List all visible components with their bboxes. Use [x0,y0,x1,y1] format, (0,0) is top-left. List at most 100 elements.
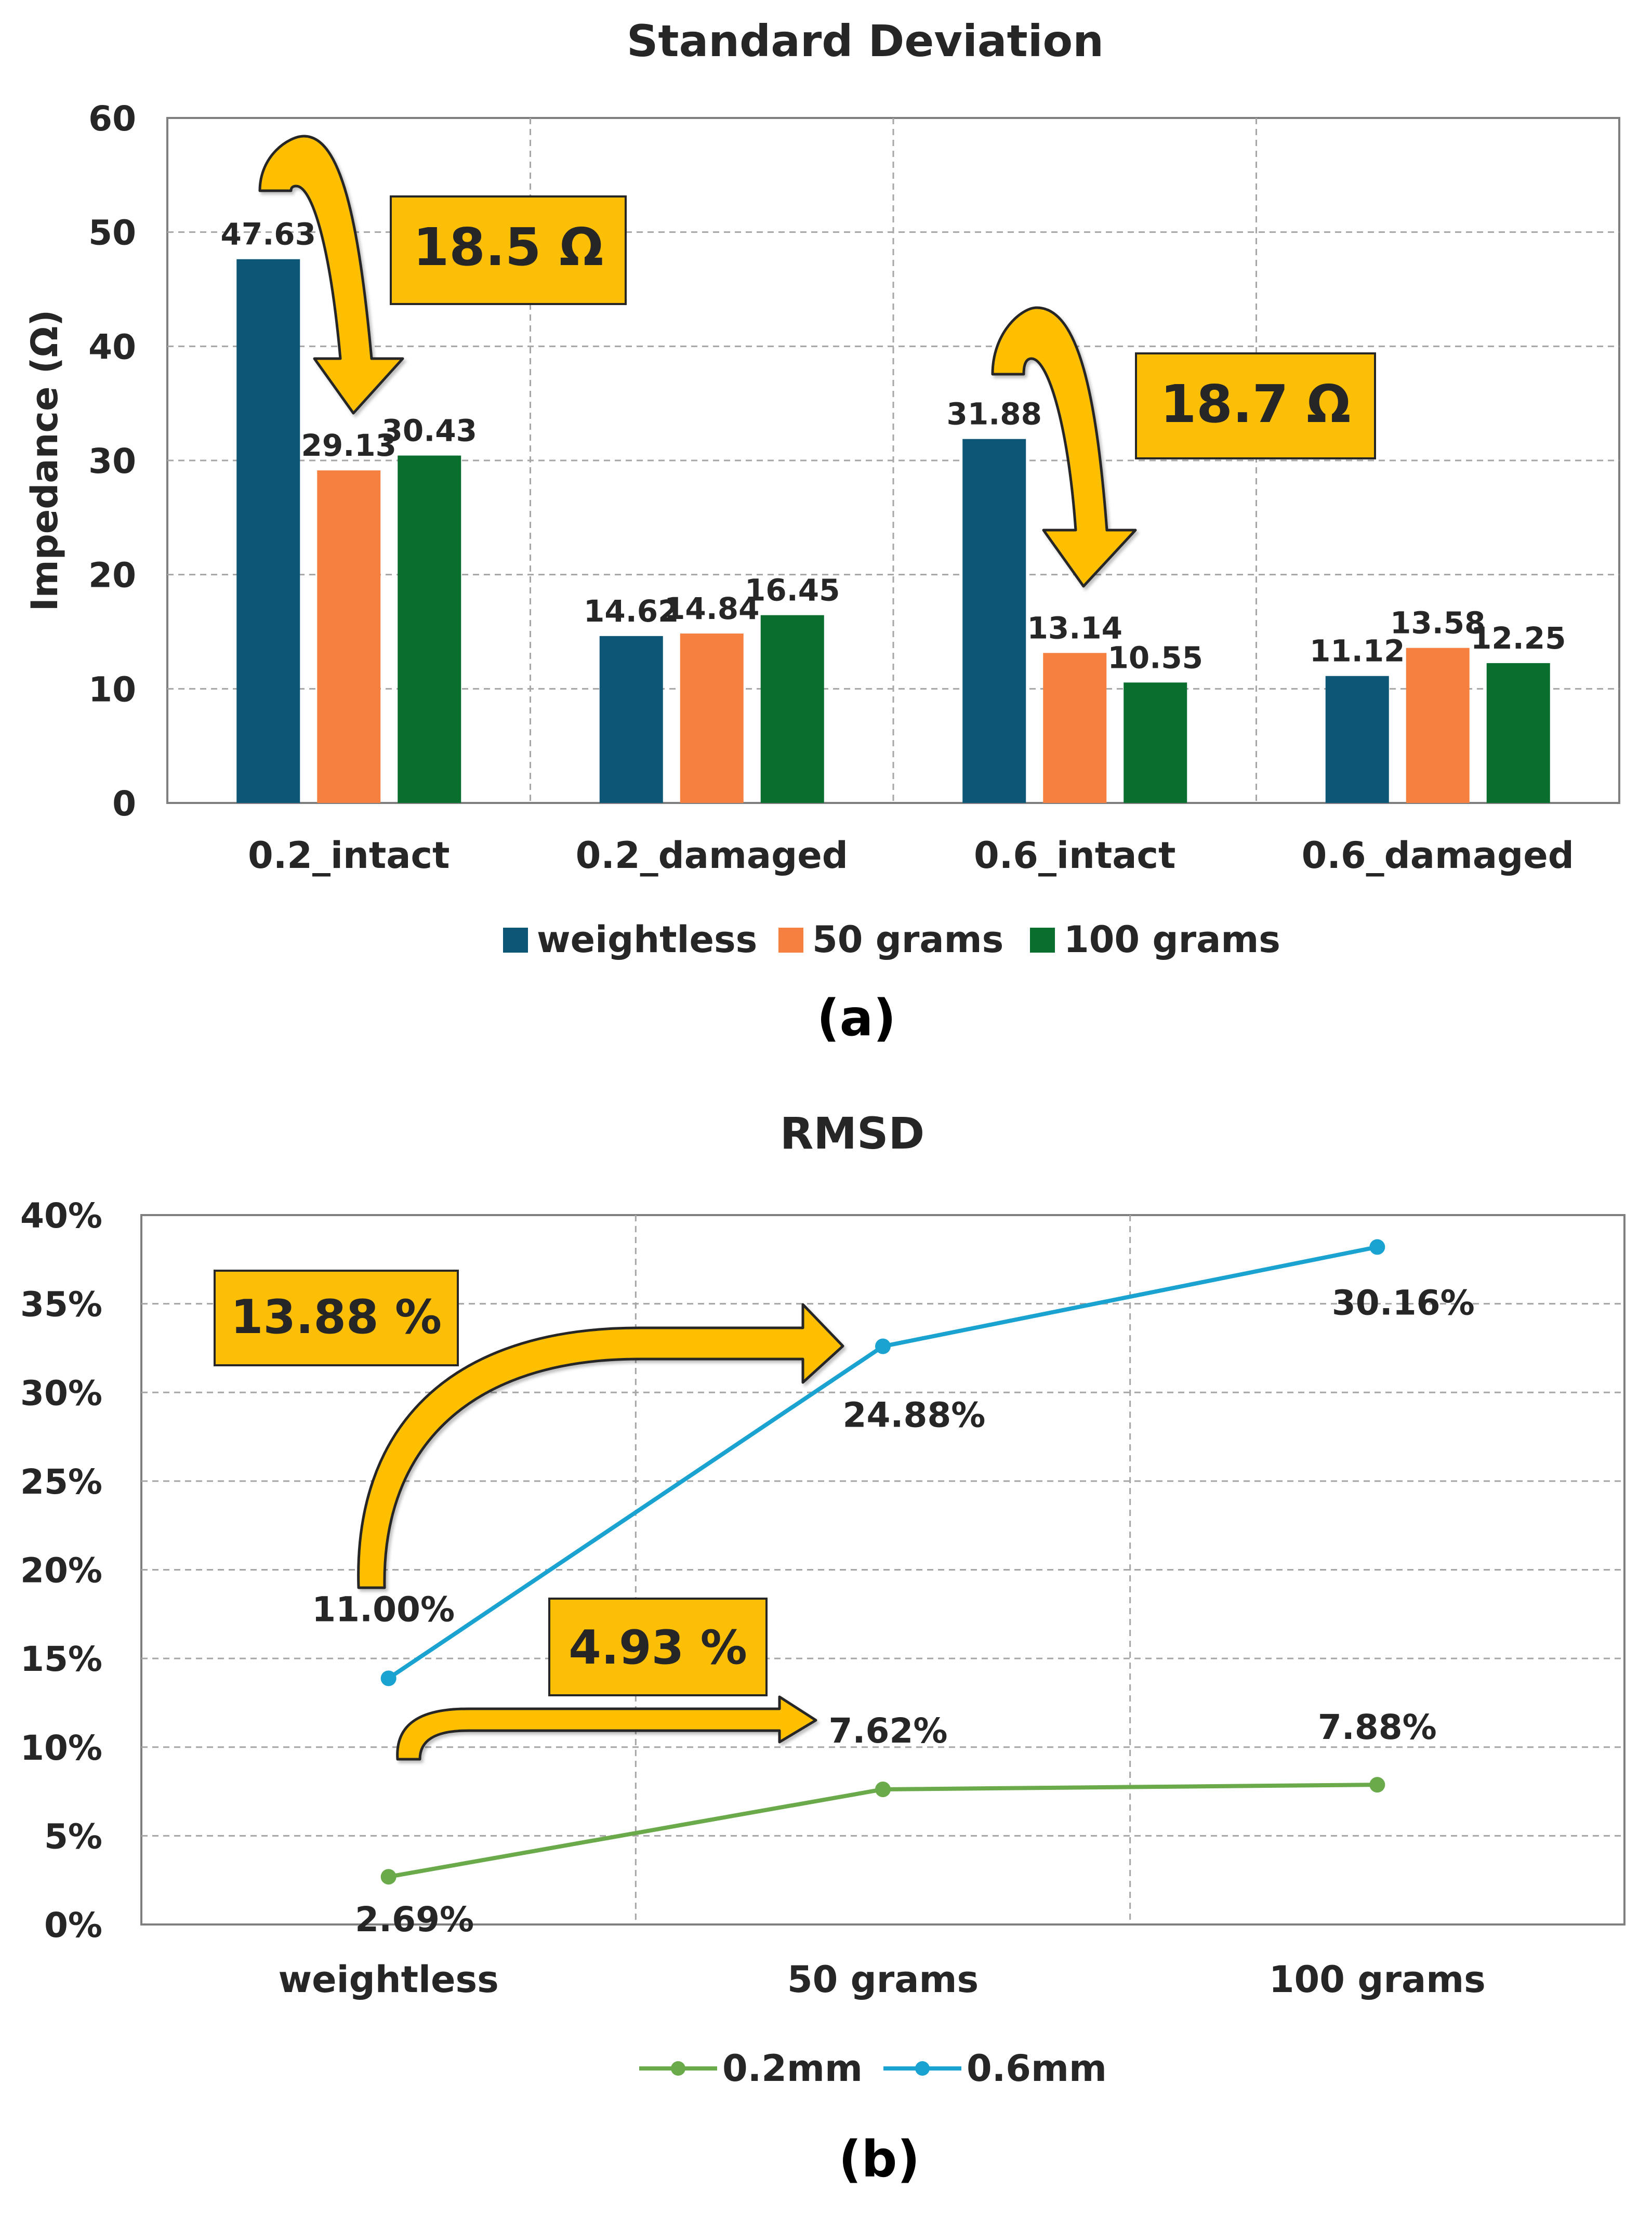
line-chart-panel: RMSD 0% 5% 10% 15% 20% 25% 30% 35% 40% weightles… [20,1108,1625,2188]
legend-swatch [1030,928,1055,953]
x-tick-label: 0.2_intact [248,834,450,877]
bar [1043,653,1107,803]
line-legend: 0.2mm 0.6mm [639,2047,1107,2090]
x-tick-label: 50 grams [787,1958,979,2001]
y-tick-label: 60 [88,99,136,139]
curved-arrow-icon [396,1695,817,1761]
legend-label: 50 grams [812,918,1003,961]
x-tick-label: 0.6_intact [974,834,1176,877]
bar [599,636,663,803]
panel-label-b: (b) [839,2130,920,2188]
y-tick-label: 35% [20,1285,102,1325]
bar-legend: weightless 50 grams 100 grams [503,918,1280,961]
bar [1406,648,1470,803]
legend-label: 100 grams [1064,918,1280,961]
bar [680,634,744,803]
bar-data-label: 31.88 [947,397,1042,432]
annotation-box: 13.88 % [214,1270,459,1366]
data-point [875,1338,891,1354]
data-point [380,1670,397,1686]
line-data-labels: 2.69% 7.62% 7.88% 11.00% 24.88% 30.16% [312,1283,1475,1940]
curved-arrow-icon [991,306,1137,588]
bar-data-label: 14.62 [584,594,679,629]
bar-x-tick-labels: 0.2_intact 0.2_damaged 0.6_intact 0.6_damag… [248,834,1574,877]
bar-series [236,259,1550,803]
bar-data-label: 47.63 [221,217,316,252]
bar-data-label: 11.12 [1310,634,1405,669]
bar-data-label: 10.55 [1108,640,1203,675]
data-point [875,1781,891,1797]
bar-data-label: 13.14 [1027,610,1122,645]
bar [1124,682,1187,803]
line-data-label: 11.00% [312,1589,455,1629]
y-tick-label: 10% [20,1728,102,1768]
annotation-text: 18.5 Ω [413,217,604,278]
panel-label-a: (a) [817,989,896,1047]
y-tick-label: 50 [88,213,136,253]
bar-data-label: 29.13 [301,428,397,463]
bar-data-label: 14.84 [664,591,759,626]
x-tick-label: 0.6_damaged [1302,834,1574,877]
legend-label: 0.2mm [722,2047,863,2090]
bar-data-label: 30.43 [382,413,477,449]
data-point [1369,1239,1385,1255]
line-data-label: 2.69% [355,1900,474,1940]
bar-y-tick-labels: 0 10 20 30 40 50 60 [88,99,136,824]
x-tick-label: 0.2_damaged [576,834,848,877]
data-point [1369,1777,1385,1793]
annotation-text: 13.88 % [231,1290,442,1344]
line-x-tick-labels: weightless 50 grams 100 grams [278,1958,1485,2001]
legend-marker [671,2061,685,2076]
y-tick-label: 30% [20,1373,102,1413]
legend-marker [915,2061,930,2076]
y-tick-label: 40% [20,1196,102,1236]
line-series [380,1239,1385,1885]
x-tick-label: 100 grams [1269,1958,1486,2001]
bar-data-label: 13.58 [1390,605,1485,641]
bar [1325,676,1389,803]
bar-data-label: 16.45 [745,573,840,608]
annotation-text: 18.7 Ω [1160,374,1351,434]
bar-y-axis-label: Impedance (Ω) [23,310,66,612]
bar [236,259,300,803]
data-point [380,1869,397,1885]
bar [962,439,1026,803]
y-tick-label: 40 [88,327,136,367]
annotation-box: 4.93 % [548,1598,768,1696]
y-tick-label: 20% [20,1551,102,1591]
line-data-label: 7.88% [1318,1707,1437,1747]
curved-arrow-icon [258,135,404,415]
legend-label: 0.6mm [967,2047,1107,2090]
bar [760,615,824,803]
legend-swatch [778,928,803,953]
x-tick-label: weightless [278,1958,498,2001]
y-tick-label: 15% [20,1639,102,1679]
annotation-box: 18.7 Ω [1135,352,1376,459]
legend-label: weightless [537,918,757,961]
line-gridlines [141,1215,1624,1924]
annotation-box: 18.5 Ω [390,195,627,305]
line-data-label: 7.62% [829,1711,948,1751]
y-tick-label: 10 [88,669,136,709]
curved-arrow-icon [357,1303,844,1589]
bar [317,470,381,803]
line-data-label: 24.88% [843,1395,986,1435]
line-y-tick-labels: 0% 5% 10% 15% 20% 25% 30% 35% 40% [20,1196,102,1945]
y-tick-label: 0% [44,1905,102,1945]
y-tick-label: 30 [88,441,136,481]
y-tick-label: 5% [44,1816,102,1856]
line-data-label: 30.16% [1332,1283,1475,1323]
y-tick-label: 20 [88,556,136,596]
y-tick-label: 25% [20,1462,102,1502]
legend-swatch [503,928,528,953]
bar [398,455,461,803]
bar [1486,663,1550,803]
bar-chart-title: Standard Deviation [627,16,1104,67]
bar-chart-panel: Standard Deviation 0 10 20 30 40 50 60 Impedan… [23,16,1620,1047]
y-tick-label: 0 [112,784,136,824]
annotation-text: 4.93 % [569,1620,747,1675]
line-chart-title: RMSD [780,1108,925,1159]
